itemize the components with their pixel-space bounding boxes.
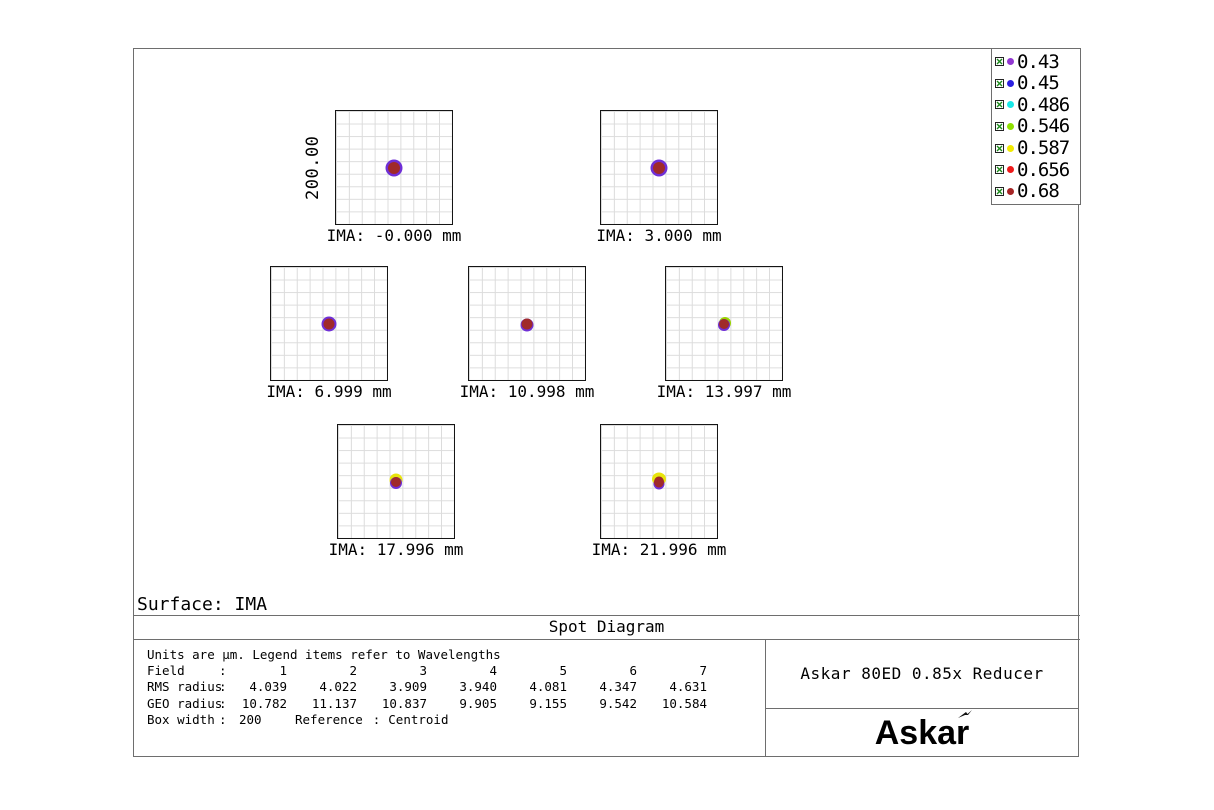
- geo-2: 11.137: [311, 695, 357, 711]
- legend-checkbox-icon[interactable]: [995, 165, 1004, 175]
- legend-checkbox-icon[interactable]: [995, 121, 1004, 131]
- geo-4: 9.905: [459, 695, 497, 711]
- wavelength-value: 0.587: [1017, 137, 1070, 160]
- wavelength-dot: [1007, 187, 1014, 195]
- geo-radius-row: GEO radius:10.782 11.137 10.837 9.905 9.155 9…: [147, 695, 707, 711]
- rms-5: 4.081: [529, 679, 567, 695]
- field-3: 3: [419, 663, 427, 679]
- geo-5: 9.155: [529, 695, 567, 711]
- spot-grid-field-1: IMA: -0.000 mm: [327, 110, 461, 244]
- spot-grid-field-5: IMA: 13.997 mm: [657, 266, 791, 400]
- spot-grid-box: [270, 266, 388, 381]
- field-row: Field:1 2 3 4 5 6 7: [147, 663, 707, 679]
- box-width-label: Box width: [147, 711, 215, 727]
- wavelength-value: 0.656: [1017, 158, 1070, 181]
- spot-grid-box: [337, 424, 455, 539]
- wavelength-value: 0.68: [1017, 180, 1060, 203]
- legend-row: 0.43: [995, 52, 1080, 72]
- plot-outer-frame: [133, 48, 1079, 757]
- box-scale-label: 200.00: [303, 135, 323, 201]
- geo-6: 9.542: [599, 695, 637, 711]
- wavelength-dot: [1007, 122, 1014, 130]
- rms-6: 4.347: [599, 679, 637, 695]
- diagram-title: Spot Diagram: [548, 617, 665, 636]
- wavelength-dot: [1007, 101, 1014, 109]
- legend-row: 0.587: [995, 138, 1080, 158]
- askar-logo: Askar: [874, 710, 973, 752]
- bird-icon: [958, 710, 973, 718]
- spot-grid-field-6: IMA: 17.996 mm: [329, 424, 463, 558]
- logo-box: Askar: [766, 709, 1078, 757]
- spot-grid-box: [600, 424, 718, 539]
- reference-label: Reference: [295, 711, 363, 727]
- box-width-value: 200: [239, 711, 262, 727]
- row-label: Field: [147, 663, 185, 679]
- divider: [765, 708, 1078, 709]
- legend-checkbox-icon[interactable]: [995, 78, 1004, 88]
- wavelength-value: 0.546: [1017, 115, 1070, 138]
- ima-label: IMA: -0.000 mm: [326, 226, 462, 245]
- geo-3: 10.837: [381, 695, 427, 711]
- logo-text: Askar: [874, 714, 970, 752]
- reference-value: Centroid: [388, 711, 449, 727]
- legend-checkbox-icon[interactable]: [995, 100, 1004, 110]
- row-label: RMS radius: [147, 679, 223, 695]
- divider: [765, 639, 766, 757]
- units-line: Units are µm. Legend items refer to Wave…: [147, 647, 501, 662]
- geo-7: 10.584: [661, 695, 707, 711]
- rms-7: 4.631: [669, 679, 707, 695]
- spot-grid-box: [468, 266, 586, 381]
- divider: [133, 639, 1080, 640]
- wavelength-value: 0.486: [1017, 93, 1070, 116]
- field-7: 7: [699, 663, 707, 679]
- field-5: 5: [559, 663, 567, 679]
- legend-row: 0.656: [995, 160, 1080, 180]
- wavelength-dot: [1007, 144, 1014, 152]
- spot-grid-box: [335, 110, 453, 225]
- ima-label: IMA: 17.996 mm: [328, 540, 464, 559]
- rms-2: 4.022: [319, 679, 357, 695]
- ima-label: IMA: 6.999 mm: [266, 382, 392, 401]
- wavelength-legend: 0.43 0.45 0.486 0.546 0.587 0.656: [991, 48, 1081, 205]
- wavelength-dot: [1007, 58, 1014, 66]
- spot-grid-box: [665, 266, 783, 381]
- spot-grid-field-3: IMA: 6.999 mm: [266, 266, 392, 400]
- legend-row: 0.68: [995, 181, 1080, 201]
- legend-row: 0.486: [995, 95, 1080, 115]
- ima-label: IMA: 21.996 mm: [591, 540, 727, 559]
- spot-data-table: Units are µm. Legend items refer to Wave…: [147, 647, 707, 728]
- wavelength-dot: [1007, 166, 1014, 174]
- rms-3: 3.909: [389, 679, 427, 695]
- lens-title: Askar 80ED 0.85x Reducer: [800, 664, 1044, 683]
- field-4: 4: [489, 663, 497, 679]
- wavelength-dot: [1007, 79, 1014, 87]
- geo-1: 10.782: [241, 695, 287, 711]
- legend-checkbox-icon[interactable]: [995, 143, 1004, 153]
- field-2: 2: [349, 663, 357, 679]
- surface-label: Surface: IMA: [137, 594, 268, 615]
- wavelength-value: 0.45: [1017, 72, 1060, 95]
- legend-row: 0.546: [995, 116, 1080, 136]
- rms-1: 4.039: [249, 679, 287, 695]
- spot-grid-field-4: IMA: 10.998 mm: [460, 266, 594, 400]
- rms-radius-row: RMS radius:4.039 4.022 3.909 3.940 4.081 4.34…: [147, 679, 707, 695]
- spot-grid-field-2: IMA: 3.000 mm: [596, 110, 722, 244]
- ima-label: IMA: 10.998 mm: [459, 382, 595, 401]
- ima-label: IMA: 3.000 mm: [596, 226, 722, 245]
- legend-row: 0.45: [995, 73, 1080, 93]
- row-label: GEO radius: [147, 695, 223, 711]
- legend-checkbox-icon[interactable]: [995, 57, 1004, 67]
- field-6: 6: [629, 663, 637, 679]
- legend-checkbox-icon[interactable]: [995, 186, 1004, 196]
- divider: [133, 615, 1080, 616]
- rms-4: 3.940: [459, 679, 497, 695]
- wavelength-value: 0.43: [1017, 50, 1060, 73]
- spot-grid-box: [600, 110, 718, 225]
- field-1: 1: [279, 663, 287, 679]
- ima-label: IMA: 13.997 mm: [656, 382, 792, 401]
- box-width-row: Box width:200 Reference: Centroid: [147, 711, 449, 727]
- spot-grid-field-7: IMA: 21.996 mm: [592, 424, 726, 558]
